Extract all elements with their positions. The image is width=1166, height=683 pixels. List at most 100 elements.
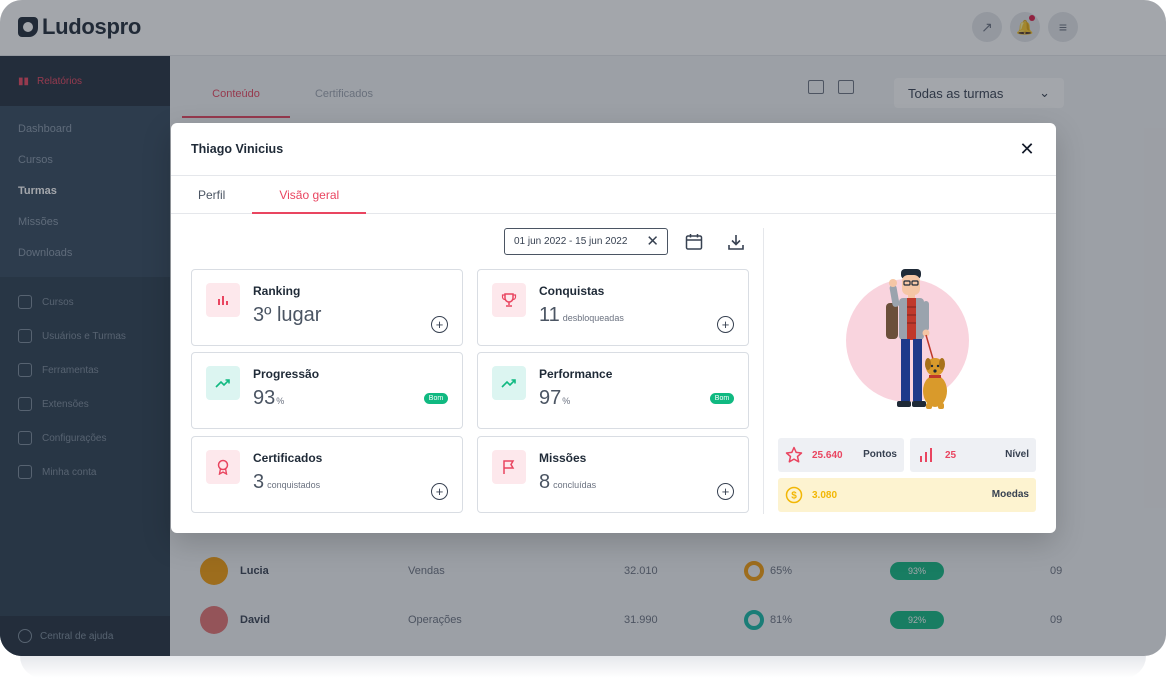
- brand-name: Ludospro: [42, 14, 142, 39]
- calendar-icon[interactable]: [684, 232, 704, 252]
- card-value-wrap: 11 desbloqueadas: [539, 304, 624, 327]
- date-range-input[interactable]: 01 jun 2022 - 15 jun 2022 ✕: [504, 228, 668, 255]
- conquistas-card: Conquistas 11 desbloqueadas +: [477, 269, 749, 346]
- external-link-icon[interactable]: ↗: [972, 12, 1002, 42]
- row-name: Lucia: [240, 565, 269, 577]
- level-value: 25: [945, 449, 957, 461]
- points-value: 25.640: [812, 449, 843, 461]
- columns-icon[interactable]: [808, 80, 824, 94]
- trophy-icon: [492, 283, 526, 317]
- frame-shadow: [20, 656, 1146, 678]
- download-icon[interactable]: [726, 232, 746, 252]
- card-title: Ranking: [253, 284, 301, 298]
- sidebar-subitem-cursos[interactable]: Cursos: [18, 154, 53, 166]
- sidebar-item-extensoes[interactable]: Extensões: [0, 387, 170, 421]
- coin-icon: $: [785, 486, 803, 504]
- star-icon: [18, 363, 32, 377]
- sidebar-item-label: Cursos: [42, 296, 74, 308]
- logo: Ludospro: [18, 14, 141, 40]
- sidebar-item-ferramentas[interactable]: Ferramentas: [0, 353, 170, 387]
- sidebar-item-label: Ferramentas: [42, 364, 99, 376]
- tab-perfil[interactable]: Perfil: [198, 188, 226, 202]
- page-tabs: Conteúdo Certificados: [182, 76, 398, 118]
- tab-conteudo[interactable]: Conteúdo: [182, 76, 290, 118]
- card-title: Certificados: [253, 451, 323, 465]
- panel-divider: [763, 228, 764, 514]
- sidebar: ▮▮ Relatórios Dashboard Cursos Turmas Mi…: [0, 56, 170, 656]
- chart-icon: ▮▮: [18, 75, 30, 87]
- row-points: 32.010: [624, 565, 658, 577]
- card-value-wrap: 93%: [253, 387, 284, 410]
- modal-title: Thiago Vinicius: [191, 142, 284, 156]
- tab-certificados[interactable]: Certificados: [314, 88, 374, 100]
- card-value-wrap: 3 conquistados: [253, 471, 320, 494]
- tab-visao-geral[interactable]: Visão geral: [252, 176, 367, 214]
- card-title: Performance: [539, 367, 613, 381]
- coins-stat: $ 3.080 Moedas: [778, 478, 1036, 512]
- flag-icon: [492, 450, 526, 484]
- sidebar-subitem-turmas[interactable]: Turmas: [18, 185, 57, 197]
- sidebar-item-cursos[interactable]: Cursos: [0, 285, 170, 319]
- plus-icon[interactable]: +: [717, 483, 734, 500]
- modal-header: Thiago Vinicius ✕: [171, 123, 1056, 176]
- top-actions: ↗ 🔔 ≡: [972, 12, 1078, 42]
- sidebar-submenu: Dashboard Cursos Turmas Missões Download…: [0, 106, 170, 277]
- help-center-link[interactable]: Central de ajuda: [0, 616, 170, 656]
- table-row[interactable]: Lucia Vendas 32.010 65% 93% 09: [200, 551, 1080, 591]
- plus-icon[interactable]: +: [717, 316, 734, 333]
- card-value: 8: [539, 471, 551, 493]
- app-frame: Ludospro ↗ 🔔 ≡ ▮▮ Relatórios Dashboard C…: [0, 0, 1166, 656]
- row-name: David: [240, 614, 270, 626]
- menu-icon[interactable]: ≡: [1048, 12, 1078, 42]
- avatar: [200, 606, 228, 634]
- avatar: [200, 557, 228, 585]
- sidebar-subitem-downloads[interactable]: Downloads: [18, 247, 73, 259]
- level-bars-icon: [920, 448, 932, 462]
- close-icon[interactable]: ✕: [1019, 139, 1035, 159]
- card-suffix: conquistados: [267, 480, 321, 490]
- sidebar-item-configuracoes[interactable]: Configurações: [0, 421, 170, 455]
- class-select[interactable]: Todas as turmas ⌄: [894, 78, 1064, 108]
- bell-icon[interactable]: 🔔: [1010, 12, 1040, 42]
- sidebar-subitem-dashboard[interactable]: Dashboard: [18, 123, 72, 135]
- users-icon: [18, 329, 32, 343]
- progress-ring: [744, 610, 764, 630]
- modal-tabs: Perfil Visão geral: [171, 176, 1056, 214]
- award-icon: [206, 450, 240, 484]
- row-percent: 81%: [770, 614, 793, 626]
- sidebar-item-label: Relatórios: [37, 75, 83, 87]
- sidebar-item-minha-conta[interactable]: Minha conta: [0, 455, 170, 489]
- star-icon: [785, 446, 803, 463]
- sidebar-item-label: Extensões: [42, 398, 89, 410]
- status-badge: Bom: [424, 393, 448, 404]
- card-suffix: %: [276, 396, 285, 406]
- sidebar-item-label: Usuários e Turmas: [42, 330, 126, 342]
- gear-icon: [18, 431, 32, 445]
- calendar-icon[interactable]: [838, 80, 854, 94]
- card-suffix: desbloqueadas: [562, 313, 624, 323]
- card-suffix: concluídas: [553, 480, 597, 490]
- level-stat: 25 Nível: [910, 438, 1036, 472]
- status-badge: 92%: [890, 611, 944, 629]
- account-icon: [18, 465, 32, 479]
- card-suffix: %: [562, 396, 571, 406]
- sidebar-item-relatorios[interactable]: ▮▮ Relatórios: [0, 56, 170, 106]
- help-label: Central de ajuda: [40, 630, 114, 642]
- performance-card: Performance 97% Bom: [477, 352, 749, 429]
- chevron-down-icon: ⌄: [1039, 85, 1050, 100]
- points-stat: 25.640 Pontos: [778, 438, 904, 472]
- sidebar-item-usuarios[interactable]: Usuários e Turmas: [0, 319, 170, 353]
- sidebar-item-label: Configurações: [42, 432, 107, 444]
- cube-icon: [18, 397, 32, 411]
- card-value-wrap: 8 concluídas: [539, 471, 596, 494]
- bar-chart-icon: [206, 283, 240, 317]
- table-row[interactable]: David Operações 31.990 81% 92% 09: [200, 600, 1080, 640]
- row-dept: Operações: [408, 614, 462, 626]
- clear-date-icon[interactable]: ✕: [646, 233, 659, 250]
- class-select-value: Todas as turmas: [908, 85, 1004, 101]
- plus-icon[interactable]: +: [431, 483, 448, 500]
- sidebar-subitem-missoes[interactable]: Missões: [18, 216, 59, 228]
- plus-icon[interactable]: +: [431, 316, 448, 333]
- card-value: 93: [253, 387, 276, 409]
- row-extra: 09: [1050, 565, 1063, 577]
